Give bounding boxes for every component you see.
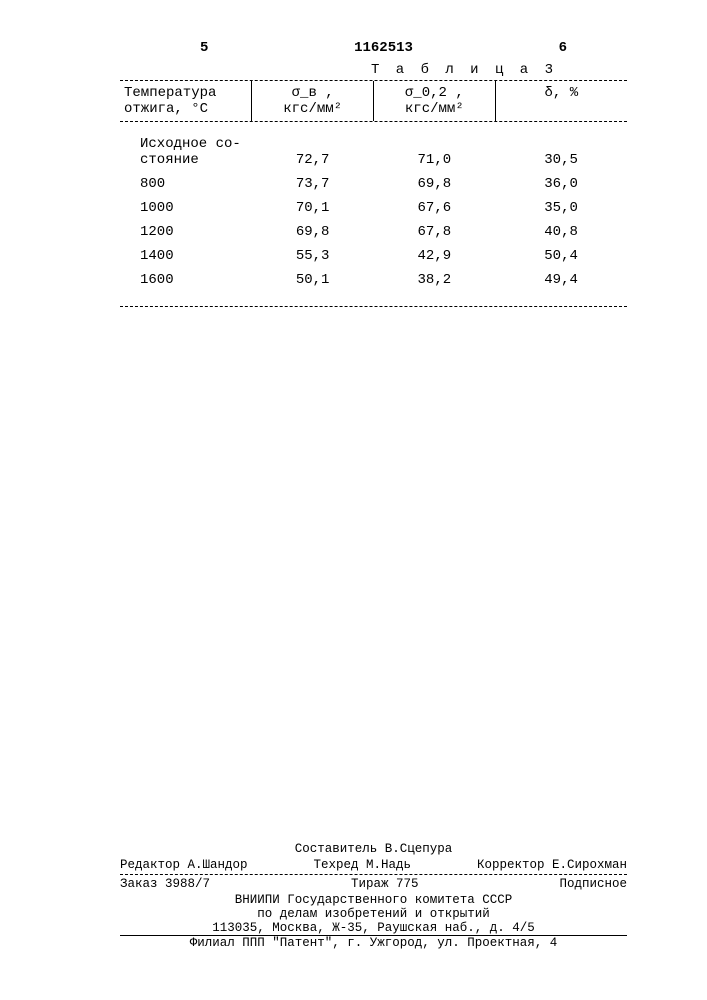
imprint-block: Составитель В.Сцепура Редактор А.Шандор … [120, 842, 627, 950]
table-caption: Т а б л и ц а 3 [120, 62, 557, 78]
address: 113035, Москва, Ж-35, Раушская наб., д. … [120, 921, 627, 935]
col3-header-line1: σ_0,2 , [405, 85, 464, 101]
col1-header-line1: Температура [124, 85, 216, 101]
corrector: Корректор Е.Сирохман [477, 858, 627, 872]
cell: 1200 [120, 220, 252, 244]
cell: 49,4 [495, 268, 627, 292]
table-row: 800 73,7 69,8 36,0 [120, 172, 627, 196]
cell: 73,7 [252, 172, 374, 196]
cell: 35,0 [495, 196, 627, 220]
doc-number: 1162513 [354, 40, 413, 56]
cell: 67,6 [373, 196, 495, 220]
cell: 67,8 [373, 220, 495, 244]
cell: 42,9 [373, 244, 495, 268]
cell: 1600 [120, 268, 252, 292]
cell: 50,4 [495, 244, 627, 268]
col2-header-line2: кгс/мм² [283, 101, 342, 117]
branch: Филиал ППП "Патент", г. Ужгород, ул. Про… [120, 936, 627, 950]
cell: 36,0 [495, 172, 627, 196]
footer-rule-1 [120, 874, 627, 875]
order-number: Заказ 3988/7 [120, 877, 210, 891]
cell: 30,5 [495, 132, 627, 172]
col4-header: δ, % [545, 85, 579, 101]
data-table-body: Исходное со- стояние 72,7 71,0 30,5 800 … [120, 122, 627, 306]
col1-header-line2: отжига, °С [124, 101, 208, 117]
page-num-right: 6 [559, 40, 567, 56]
cell-c1-line1: Исходное со- [140, 136, 241, 152]
org-line-1: ВНИИПИ Государственного комитета СССР [120, 893, 627, 907]
col2-header-line1: σ_в , [292, 85, 334, 101]
table-header-row: Температура отжига, °С σ_в , кгс/мм² σ_0… [120, 81, 627, 121]
cell: 69,8 [252, 220, 374, 244]
table-row: 1400 55,3 42,9 50,4 [120, 244, 627, 268]
page-header: 5 1162513 6 [120, 40, 627, 56]
cell: 55,3 [252, 244, 374, 268]
cell: 50,1 [252, 268, 374, 292]
cell: 1000 [120, 196, 252, 220]
cell: 38,2 [373, 268, 495, 292]
cell: 1400 [120, 244, 252, 268]
cell: 40,8 [495, 220, 627, 244]
circulation: Тираж 775 [351, 877, 419, 891]
cell: 71,0 [373, 132, 495, 172]
table-row: 1000 70,1 67,6 35,0 [120, 196, 627, 220]
cell: 70,1 [252, 196, 374, 220]
cell: 72,7 [252, 132, 374, 172]
org-line-2: по делам изобретений и открытий [120, 907, 627, 921]
cell: 800 [120, 172, 252, 196]
table-row: 1600 50,1 38,2 49,4 [120, 268, 627, 292]
subscription: Подписное [559, 877, 627, 891]
cell-c1-line2: стояние [140, 152, 199, 168]
editor: Редактор А.Шандор [120, 858, 248, 872]
cell: 69,8 [373, 172, 495, 196]
col3-header-line2: кгс/мм² [405, 101, 464, 117]
techred: Техред М.Надь [313, 858, 411, 872]
data-table: Температура отжига, °С σ_в , кгс/мм² σ_0… [120, 81, 627, 121]
compiler-line: Составитель В.Сцепура [120, 842, 627, 856]
table-row: 1200 69,8 67,8 40,8 [120, 220, 627, 244]
table-row: Исходное со- стояние 72,7 71,0 30,5 [120, 132, 627, 172]
page-num-left: 5 [200, 40, 208, 56]
table-bottom-rule [120, 306, 627, 307]
